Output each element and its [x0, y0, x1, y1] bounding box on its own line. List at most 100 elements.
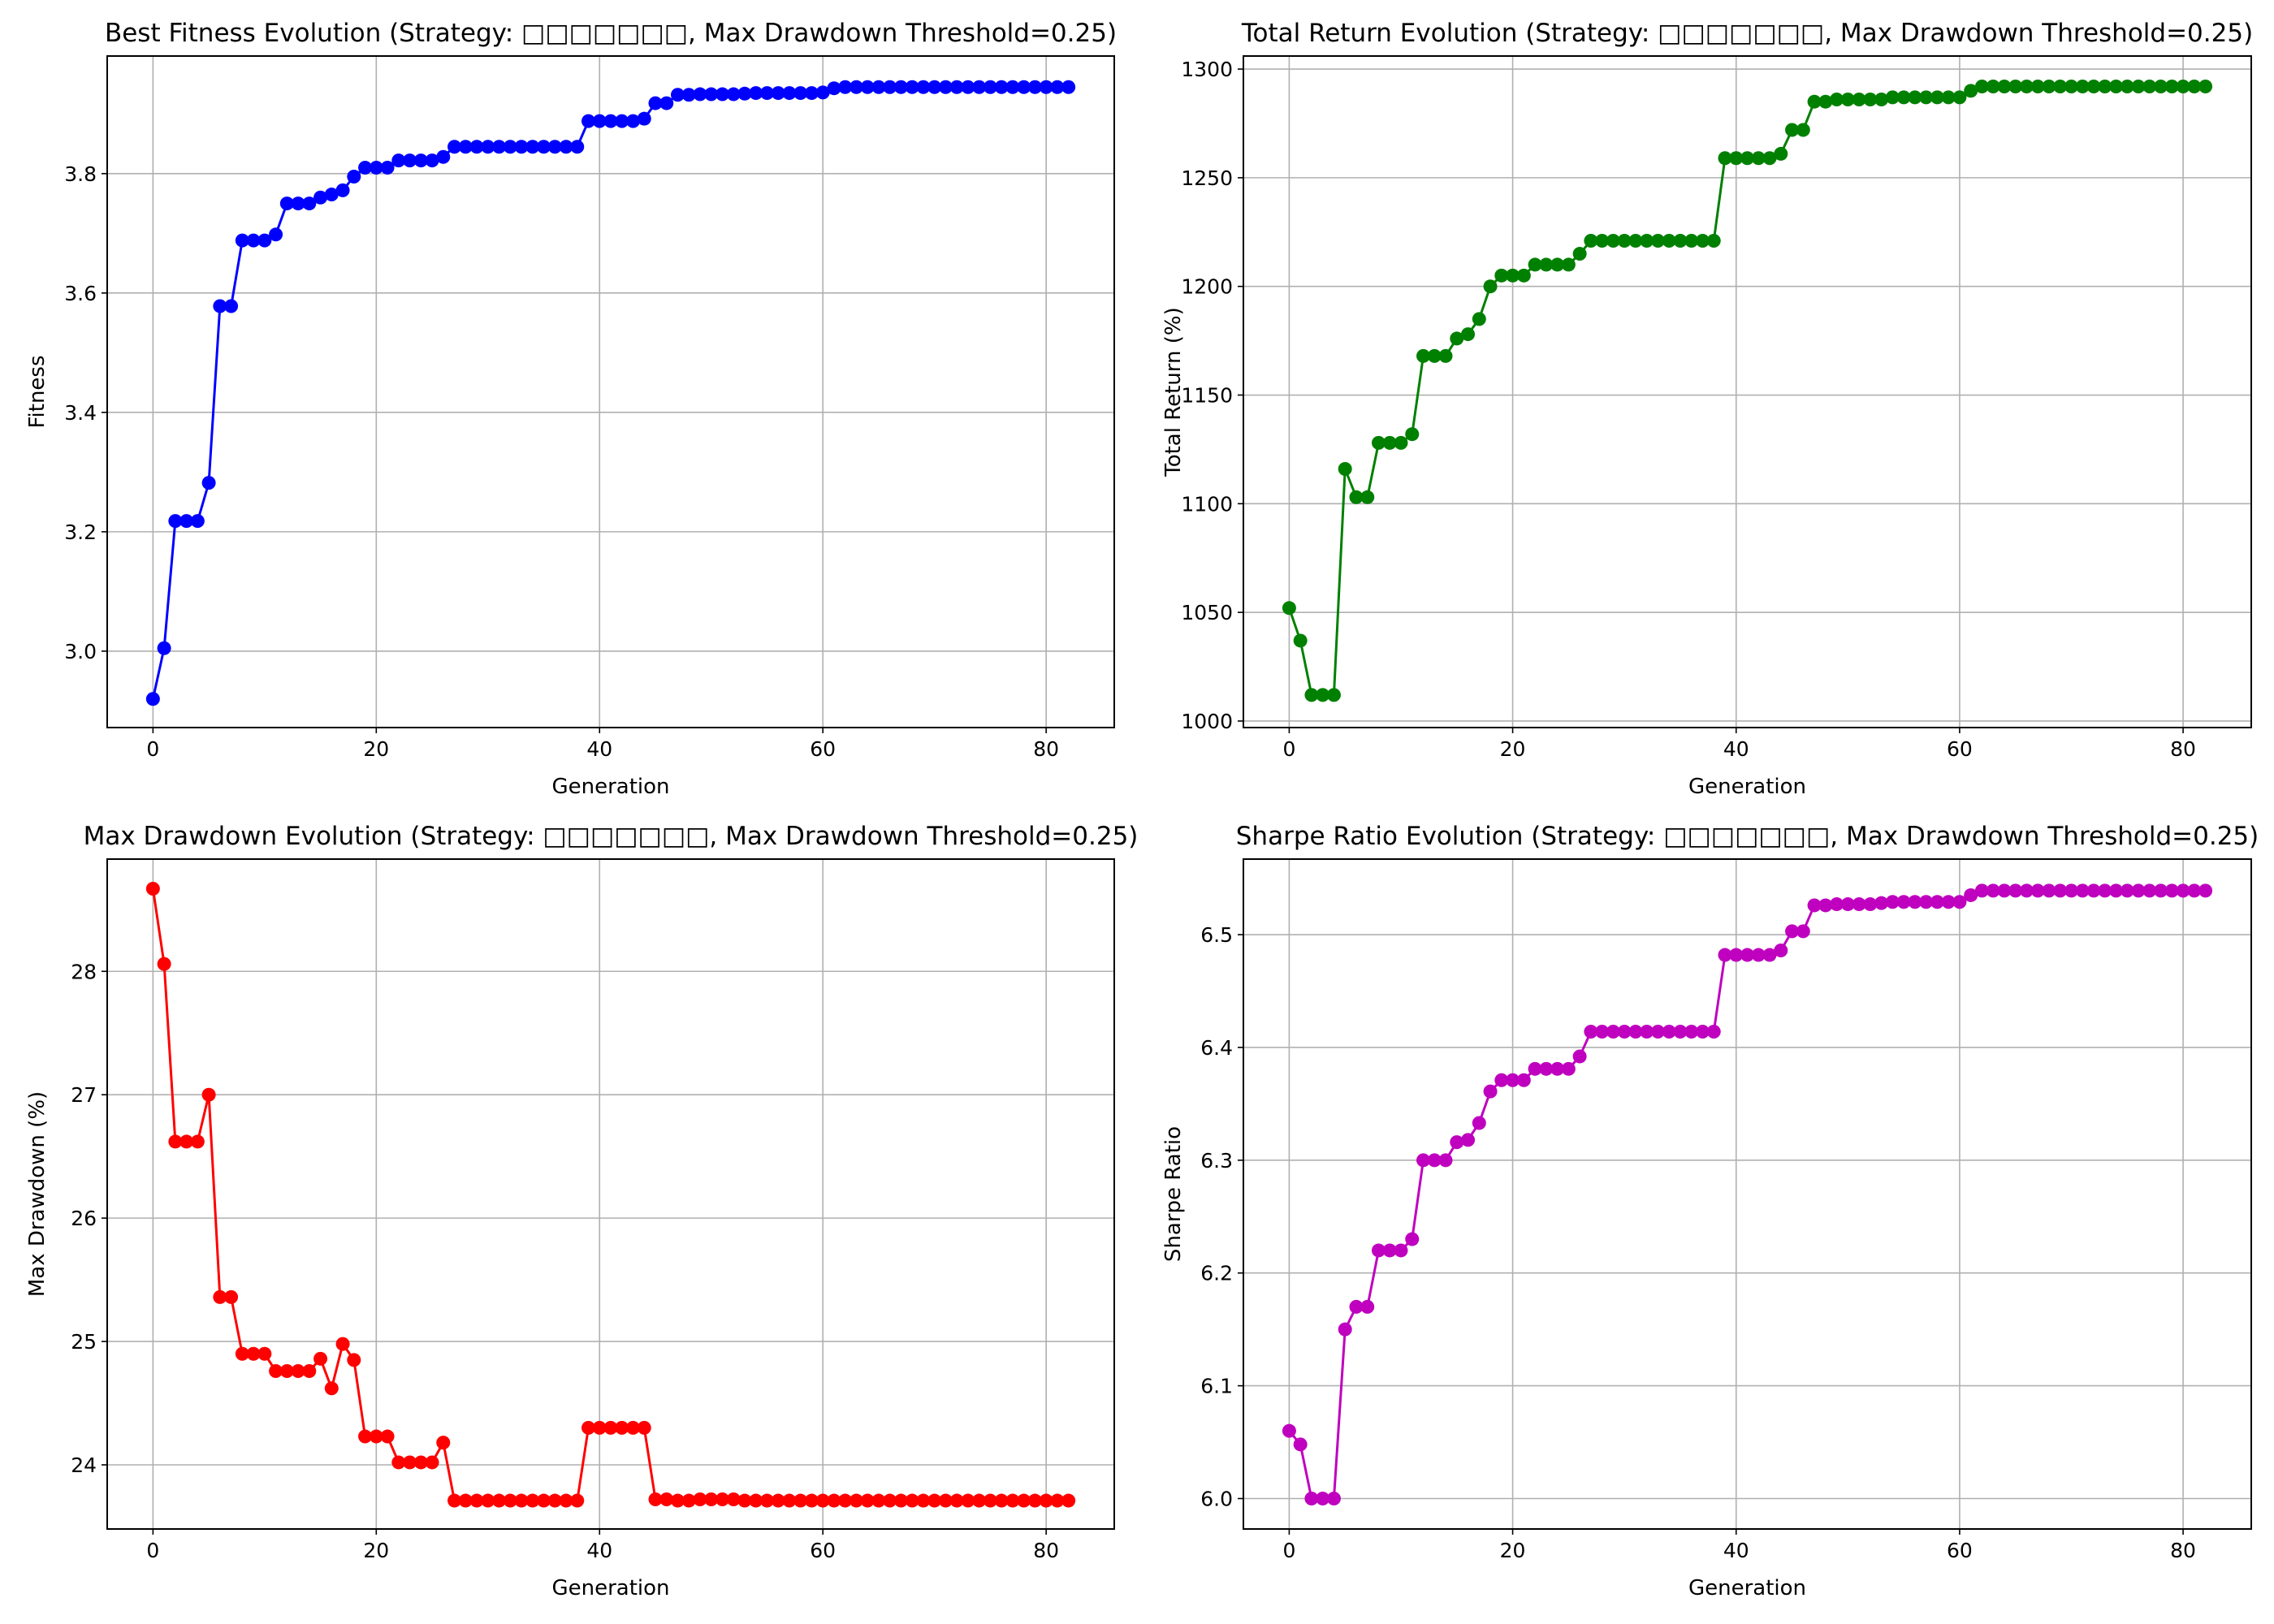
subplot-best-fitness: 0 20 40 60 80 3.0 3.2 3.4 3.6 3.8 Best Fitness Ev… — [25, 19, 1117, 799]
data-point — [603, 114, 618, 128]
y-tick-label: 1200 — [1181, 275, 1233, 299]
data-point — [1774, 146, 1788, 161]
data-point — [2142, 79, 2157, 93]
data-point — [246, 233, 261, 248]
data-point — [2176, 883, 2190, 898]
chart-title: Best Fitness Evolution (Strategy: □□□□□□… — [105, 19, 1117, 48]
data-point — [1964, 84, 1978, 98]
data-point — [1394, 1243, 1408, 1258]
data-point — [2053, 883, 2068, 898]
data-point — [1896, 895, 1911, 909]
data-point — [983, 80, 997, 94]
subplot-sharpe-ratio: 0 20 40 60 80 6.0 6.1 6.2 6.3 6.4 6.5 Sharpe Ratio… — [1161, 822, 2259, 1600]
data-point — [335, 1337, 350, 1351]
data-point — [793, 86, 808, 101]
x-axis-label: Generation — [1688, 1576, 1806, 1600]
data-point — [1863, 93, 1878, 107]
data-point — [2154, 883, 2168, 898]
data-point — [1561, 1061, 1576, 1076]
data-point — [1039, 80, 1053, 94]
x-tick-label: 40 — [1723, 1539, 1749, 1562]
data-point — [1039, 1493, 1053, 1508]
data-point — [1919, 895, 1934, 909]
data-point — [938, 1493, 953, 1508]
data-point — [592, 1420, 607, 1435]
y-axis-label: Total Return (%) — [1161, 307, 1186, 477]
data-point — [168, 1134, 183, 1149]
y-tick-label: 1250 — [1181, 166, 1233, 190]
data-point — [1606, 233, 1620, 248]
data-point — [1382, 435, 1397, 450]
data-point — [1304, 688, 1319, 702]
data-point — [525, 140, 540, 154]
data-point — [1673, 1025, 1688, 1039]
data-point — [1405, 427, 1420, 442]
x-tick-label: 20 — [363, 737, 389, 761]
data-point — [514, 140, 529, 154]
x-axis-label: Generation — [1688, 775, 1806, 799]
data-point — [1706, 233, 1721, 248]
data-point — [1293, 633, 1308, 648]
data-point — [1539, 1061, 1554, 1076]
data-point — [179, 1134, 194, 1149]
y-tick-label: 28 — [71, 960, 97, 983]
data-point — [1885, 90, 1900, 105]
data-point — [1282, 601, 1296, 615]
data-point — [257, 233, 272, 248]
data-point — [782, 1493, 797, 1508]
y-tick-label: 6.5 — [1200, 923, 1233, 947]
y-tick-label: 6.1 — [1200, 1375, 1233, 1398]
y-tick-label: 3.8 — [64, 162, 97, 186]
data-point — [916, 80, 931, 94]
data-point — [1550, 1061, 1565, 1076]
y-tick-label: 6.2 — [1200, 1262, 1233, 1285]
data-point — [391, 1455, 406, 1470]
data-point — [492, 1493, 507, 1508]
data-point — [693, 1492, 707, 1507]
data-point — [1751, 948, 1766, 962]
data-point — [279, 1364, 294, 1379]
data-point — [458, 1493, 473, 1508]
data-point — [1662, 233, 1676, 248]
data-point — [369, 160, 383, 175]
data-point — [458, 140, 473, 154]
data-point — [1528, 257, 1542, 272]
data-point — [347, 169, 361, 184]
data-point — [615, 114, 629, 128]
data-point — [1017, 1493, 1031, 1508]
data-point — [1005, 1493, 1020, 1508]
data-point — [2064, 883, 2078, 898]
data-point — [648, 1492, 663, 1507]
data-point — [1964, 888, 1978, 902]
data-point — [759, 86, 774, 101]
data-point — [726, 1492, 741, 1507]
data-point — [1628, 1025, 1643, 1039]
data-point — [1027, 80, 1042, 94]
data-point — [1684, 233, 1699, 248]
data-point — [1304, 1492, 1319, 1505]
data-point — [436, 1436, 451, 1450]
data-point — [2086, 79, 2101, 93]
data-point — [670, 88, 685, 102]
data-point — [358, 160, 373, 175]
data-point — [1695, 1025, 1710, 1039]
data-point — [1595, 1025, 1610, 1039]
data-point — [570, 1493, 585, 1508]
data-point — [715, 87, 729, 102]
data-point — [983, 1493, 997, 1508]
data-point — [2164, 79, 2179, 93]
data-point — [1326, 688, 1341, 702]
y-tick-label: 6.4 — [1200, 1036, 1233, 1060]
data-point — [1461, 1133, 1476, 1147]
data-point — [291, 197, 305, 211]
data-point — [1416, 348, 1431, 363]
data-point — [883, 1493, 897, 1508]
data-point — [1416, 1153, 1431, 1168]
x-tick-label: 40 — [1723, 737, 1749, 761]
data-point — [1695, 233, 1710, 248]
data-point — [681, 88, 696, 102]
data-point — [1382, 1243, 1397, 1258]
data-point — [972, 1493, 987, 1508]
data-point — [893, 80, 908, 94]
data-point — [302, 197, 317, 211]
